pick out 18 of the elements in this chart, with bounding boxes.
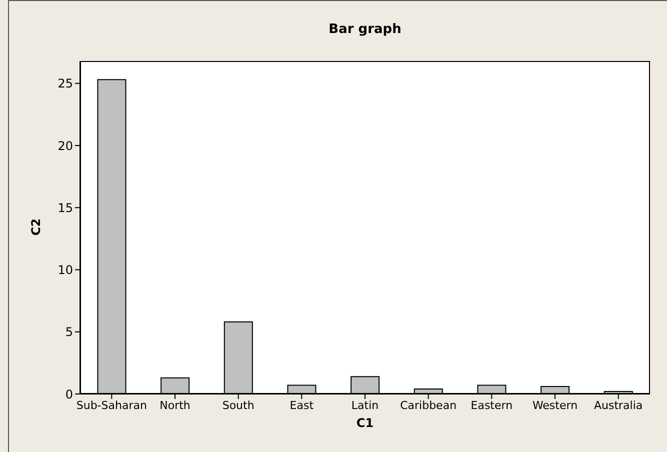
y-tick-label: 20 [58, 138, 73, 153]
y-tick-label: 5 [65, 325, 73, 340]
y-tick-label: 10 [58, 263, 73, 278]
x-tick-label: Australia [594, 398, 643, 412]
x-tick-label: Latin [351, 398, 379, 412]
y-tick-label: 15 [58, 200, 73, 215]
x-tick-label: North [160, 398, 190, 412]
y-tick-label: 25 [58, 76, 73, 91]
y-axis-title: C2 [29, 216, 43, 238]
x-tick-label: East [290, 398, 314, 412]
x-tick-label: Eastern [470, 398, 513, 412]
y-tick-label: 0 [65, 387, 73, 402]
x-tick-label: Caribbean [400, 398, 457, 412]
x-axis-title: C1 [355, 416, 375, 430]
chart-title: Bar graph [328, 22, 402, 37]
x-tick-label: Western [532, 398, 578, 412]
x-tick-label: South [222, 398, 254, 412]
x-tick-label: Sub-Saharan [76, 398, 147, 412]
